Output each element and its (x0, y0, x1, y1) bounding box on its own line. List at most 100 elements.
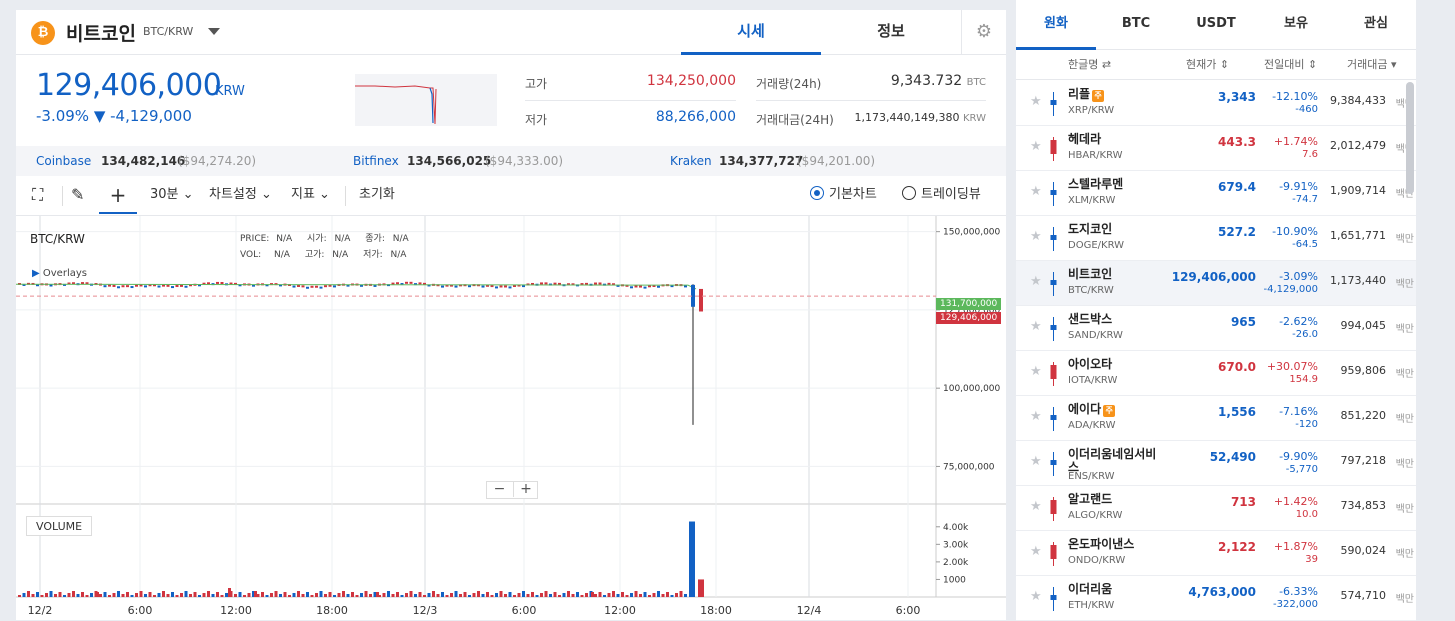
coin-name[interactable]: 아이오타 (1068, 357, 1113, 371)
zoom-in-button[interactable]: + (513, 481, 538, 497)
gear-icon[interactable]: ⚙ (961, 10, 1006, 55)
fullscreen-icon[interactable]: ⛶ (32, 185, 44, 204)
indicators-menu[interactable]: 지표 ⌄ (291, 187, 330, 202)
prev-price-tag: 131,700,000 (936, 298, 1002, 310)
star-icon[interactable]: ★ (1030, 364, 1042, 379)
price-chart[interactable]: 12/2 6:00 12:00 18:00 12/3 6:00 12:00 18:00 12/4… (16, 216, 1006, 620)
volume-bar (522, 591, 525, 597)
star-icon[interactable]: ★ (1030, 139, 1042, 154)
volume-bar (477, 591, 480, 597)
star-icon[interactable]: ★ (1030, 589, 1042, 604)
x-tick-label: 12/4 (797, 604, 822, 617)
coin-name[interactable]: 헤데라 (1068, 132, 1102, 146)
tab-usdt[interactable]: USDT (1196, 16, 1236, 31)
col-name[interactable]: 한글명 ⇄ (1068, 58, 1112, 71)
coin-name[interactable]: 도지코인 (1068, 222, 1113, 236)
candle (495, 286, 498, 289)
candle (180, 284, 183, 287)
star-icon[interactable]: ★ (1030, 229, 1042, 244)
coin-name[interactable]: 온도파이낸스 (1068, 537, 1135, 551)
zoom-out-button[interactable]: − (493, 481, 506, 497)
volume-bar (211, 594, 215, 597)
candle (400, 283, 404, 286)
pencil-icon[interactable]: ✎ (71, 185, 85, 204)
table-row[interactable]: ★ 도지코인 DOGE/KRW 527.2 -10.90% -64.5 1,651,771 백… (1016, 216, 1416, 261)
volume-bar (247, 593, 251, 597)
overlays-toggle[interactable]: ▶ Overlays (32, 268, 87, 279)
price-currency: KRW (215, 84, 245, 99)
volume-bar (238, 592, 242, 597)
star-icon[interactable]: ★ (1030, 274, 1042, 289)
candle (198, 284, 201, 287)
coin-name[interactable]: 비트코인 (66, 23, 136, 45)
table-row[interactable]: ★ 리플 주 XRP/KRW 3,343 -12.10% -460 9,384,433 백만 (1016, 81, 1416, 126)
scrollbar[interactable] (1406, 82, 1414, 194)
volume-bar (63, 595, 66, 597)
tab-info[interactable]: 정보 (877, 22, 905, 40)
table-row[interactable]: ★ 이더리움네임서비스 ENS/KRW 52,490 -9.90% -5,770 797,2… (1016, 441, 1416, 486)
interval-select[interactable]: 30분 ⌄ (150, 187, 194, 202)
table-row[interactable]: ★ 헤데라 HBAR/KRW 443.3 +1.74% 7.6 2,012,479 백만 (1016, 126, 1416, 171)
star-icon[interactable]: ★ (1030, 94, 1042, 109)
candle (265, 284, 269, 287)
chart-settings-menu[interactable]: 차트설정 ⌄ (209, 187, 272, 202)
table-row[interactable]: ★ 스텔라루멘 XLM/KRW 679.4 -9.91% -74.7 1,909,714 백만 (1016, 171, 1416, 216)
volume-bar (261, 592, 264, 597)
table-row[interactable]: ★ 샌드박스 SAND/KRW 965 -2.62% -26.0 994,045 백만 (1016, 306, 1416, 351)
exchange-name: Coinbase (36, 154, 92, 168)
reset-button[interactable]: 초기화 (359, 187, 395, 202)
candle (36, 284, 39, 287)
volume-label: 거래량(24h) (756, 77, 822, 91)
coin-name[interactable]: 비트코인 (1068, 267, 1113, 281)
table-row[interactable]: ★ 아이오타 IOTA/KRW 670.0 +30.07% 154.9 959,806 백만 (1016, 351, 1416, 396)
table-row[interactable]: ★ 온도파이낸스 ONDO/KRW 2,122 +1.87% 39 590,024 백만 (1016, 531, 1416, 576)
star-icon[interactable]: ★ (1030, 454, 1042, 469)
tab-favorites[interactable]: 관심 (1364, 16, 1388, 31)
volume-bar (254, 591, 257, 597)
tradingview-radio[interactable]: 트레이딩뷰 (902, 176, 981, 214)
candle (108, 284, 111, 287)
chevron-down-icon[interactable] (208, 28, 220, 35)
coin-name[interactable]: 이더리움네임서비스 (1068, 447, 1157, 474)
candle (567, 283, 570, 286)
y-tick-label: 125,000,000 (943, 306, 1001, 316)
volume-bar (463, 592, 467, 597)
candle (405, 281, 408, 284)
coin-name[interactable]: 알고랜드 (1068, 492, 1113, 506)
candle (238, 284, 242, 287)
star-icon[interactable]: ★ (1030, 319, 1042, 334)
crosshair-icon[interactable]: + (99, 176, 137, 214)
volume-unit: 백만 (1395, 414, 1414, 425)
star-icon[interactable]: ★ (1030, 409, 1042, 424)
tab-btc[interactable]: BTC (1121, 16, 1151, 31)
volume-bar (616, 594, 620, 597)
star-icon[interactable]: ★ (1030, 544, 1042, 559)
coin-name[interactable]: 이더리움 (1068, 582, 1113, 596)
volume-bar (652, 593, 656, 597)
coin-name[interactable]: 에이다 주 (1068, 403, 1163, 417)
col-volume[interactable]: 거래대금 ▾ (1347, 58, 1397, 71)
volume-bar (648, 595, 651, 597)
table-row[interactable]: ★ 이더리움 ETH/KRW 4,763,000 -6.33% -322,000 574,7… (1016, 576, 1416, 621)
volume-bar (405, 593, 408, 597)
basic-chart-radio[interactable]: 기본차트 (810, 176, 877, 214)
coin-name[interactable]: 샌드박스 (1068, 312, 1113, 326)
table-row[interactable]: ★ 에이다 주 ADA/KRW 1,556 -7.16% -120 851,220 백만 (1016, 396, 1416, 441)
coin-name[interactable]: 스텔라루멘 (1068, 177, 1124, 191)
candlestick-chart-svg[interactable]: 12/2 6:00 12:00 18:00 12/3 6:00 12:00 18:00 12/4… (16, 216, 1006, 620)
star-icon[interactable]: ★ (1030, 499, 1042, 514)
tab-holdings[interactable]: 보유 (1284, 16, 1308, 31)
coin-name[interactable]: 리플 주 (1068, 88, 1163, 102)
volume-bar (459, 594, 462, 597)
tab-krw[interactable]: 원화 (1016, 0, 1096, 50)
table-row[interactable]: ★ 알고랜드 ALGO/KRW 713 +1.42% 10.0 734,853 백만 (1016, 486, 1416, 531)
candle (699, 288, 703, 312)
exchange-name: Kraken (670, 154, 712, 168)
ohlc-info: VOL: N/A 고가: N/A 저가: N/A (240, 250, 407, 260)
x-tick-label: 12:00 (220, 604, 252, 617)
col-change[interactable]: 전일대비 ⇕ (1264, 58, 1318, 71)
tab-market-price[interactable]: 시세 (681, 10, 821, 55)
table-row[interactable]: ★ 비트코인 BTC/KRW 129,406,000 -3.09% -4,129,000 1… (1016, 261, 1416, 306)
col-price[interactable]: 현재가 ⇕ (1186, 58, 1230, 71)
star-icon[interactable]: ★ (1030, 184, 1042, 199)
